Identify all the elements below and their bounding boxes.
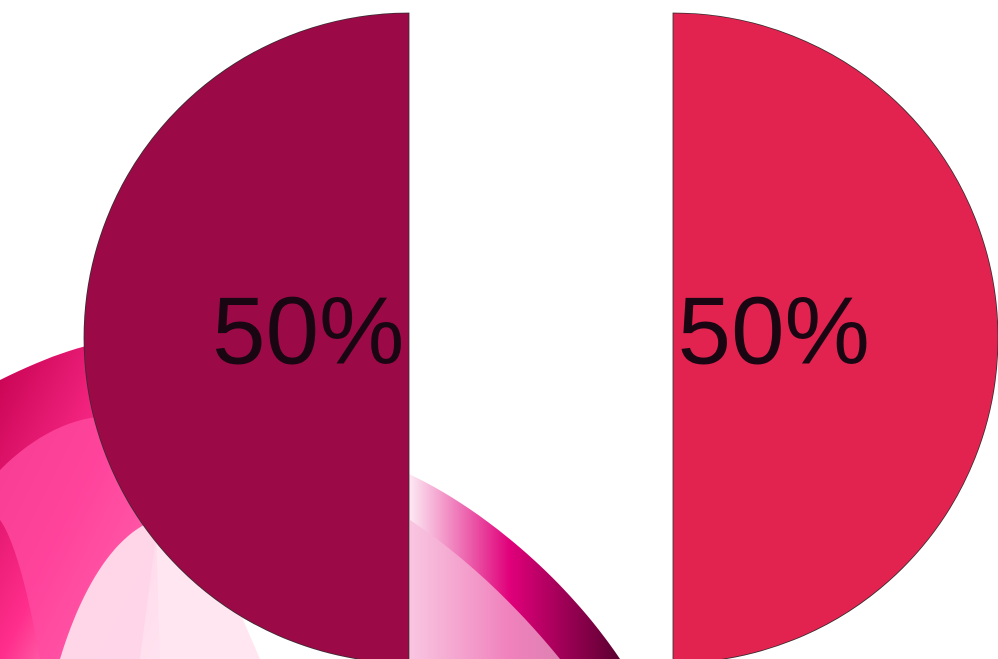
slice-label: 50% bbox=[212, 277, 404, 384]
pie: 50% 50% bbox=[83, 12, 998, 659]
pie-slice bbox=[83, 12, 410, 659]
pie-slice bbox=[672, 12, 998, 659]
slice-label: 50% bbox=[678, 277, 870, 384]
